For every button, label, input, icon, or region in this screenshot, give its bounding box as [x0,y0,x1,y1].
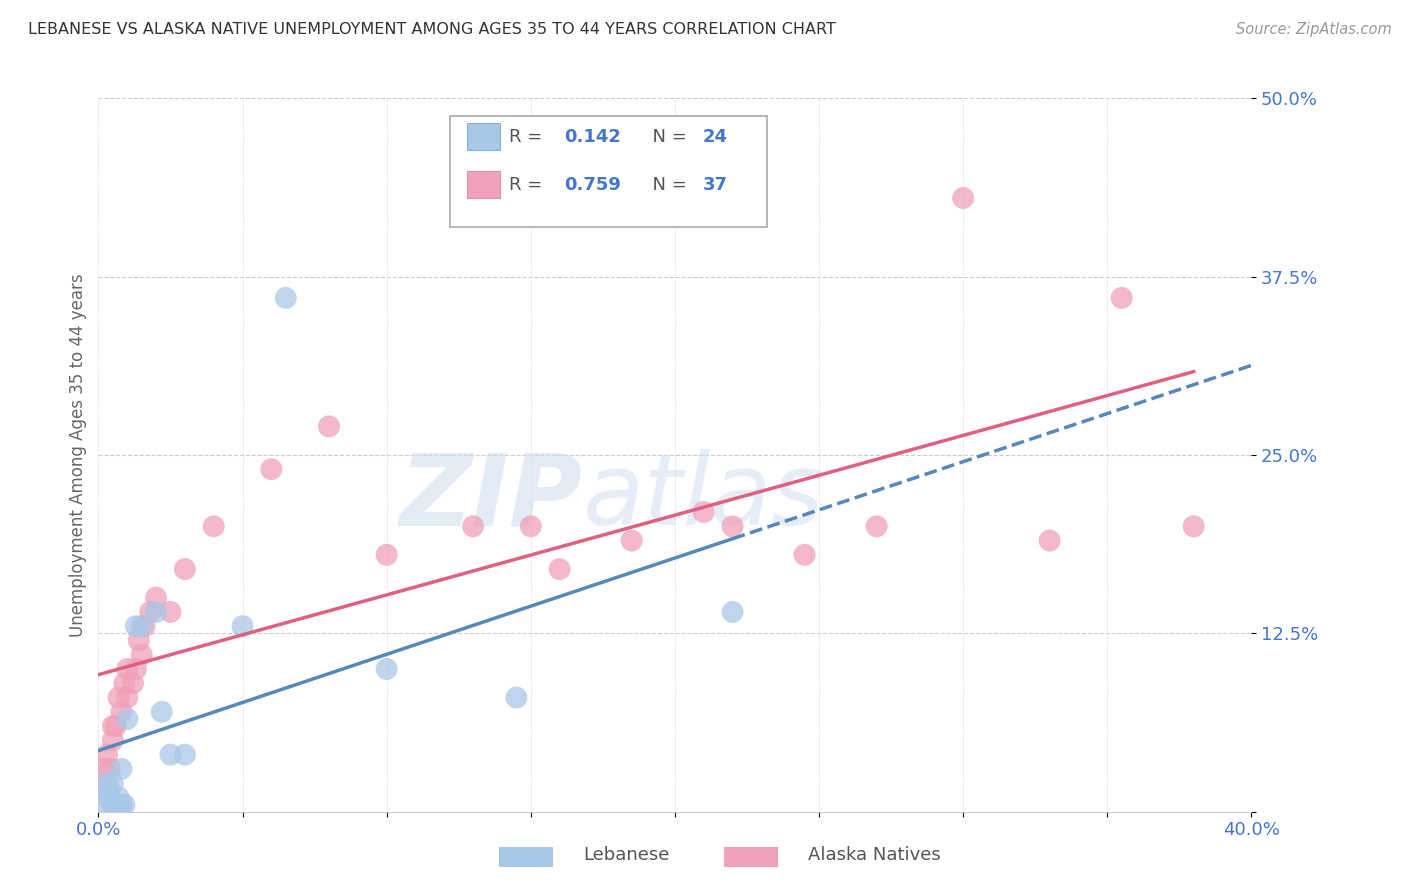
Point [117,690,138,705]
Point [139,605,162,619]
Text: 37: 37 [703,176,727,194]
Point [96,747,118,762]
Point [93,797,115,812]
Point [1038,533,1062,548]
Point [110,797,132,812]
FancyBboxPatch shape [467,171,499,198]
Point [461,519,484,533]
Point [721,605,744,619]
Point [134,619,156,633]
Point [231,619,254,633]
Point [107,790,129,805]
Y-axis label: Unemployment Among Ages 35 to 44 years: Unemployment Among Ages 35 to 44 years [69,273,87,637]
Text: LEBANESE VS ALASKA NATIVE UNEMPLOYMENT AMONG AGES 35 TO 44 YEARS CORRELATION CHA: LEBANESE VS ALASKA NATIVE UNEMPLOYMENT A… [28,22,837,37]
Point [101,733,124,747]
Point [145,605,167,619]
Point [1111,291,1133,305]
Text: N =: N = [641,128,693,145]
Point [93,762,115,776]
Text: N =: N = [641,176,693,194]
Point [866,519,889,533]
Point [110,762,132,776]
Text: ZIP: ZIP [399,450,582,546]
Text: atlas: atlas [582,450,824,546]
Text: Alaska Natives: Alaska Natives [808,846,941,863]
Point [159,747,181,762]
Point [96,790,118,805]
Point [128,633,150,648]
Point [131,619,153,633]
Point [952,191,974,205]
Point [101,797,124,812]
Point [90,776,112,790]
Point [505,690,527,705]
Point [174,747,197,762]
Point [107,797,129,812]
Point [318,419,340,434]
Point [104,719,127,733]
Point [150,705,173,719]
Point [101,776,124,790]
Point [101,719,124,733]
Point [375,548,398,562]
Point [131,648,153,662]
Point [174,562,197,576]
Point [122,676,145,690]
Text: R =: R = [509,176,548,194]
FancyBboxPatch shape [467,123,499,150]
Point [98,762,121,776]
Text: Source: ZipAtlas.com: Source: ZipAtlas.com [1236,22,1392,37]
Point [548,562,571,576]
Point [112,797,135,812]
Point [375,662,398,676]
Text: 24: 24 [703,128,727,145]
Point [520,519,543,533]
FancyBboxPatch shape [450,116,768,227]
Point [693,505,716,519]
Point [107,690,129,705]
Point [112,676,135,690]
Point [202,519,225,533]
Point [793,548,815,562]
Point [1182,519,1205,533]
Point [721,519,744,533]
Point [274,291,297,305]
Point [96,776,118,790]
Point [117,662,138,676]
Point [125,619,148,633]
Point [260,462,283,476]
Text: 0.142: 0.142 [564,128,621,145]
Point [145,591,167,605]
Text: 0.759: 0.759 [564,176,621,194]
Text: R =: R = [509,128,548,145]
Point [159,605,181,619]
Point [125,662,148,676]
Point [98,790,121,805]
Point [110,705,132,719]
Point [117,712,138,726]
Point [104,797,127,812]
Point [620,533,643,548]
Text: Lebanese: Lebanese [583,846,669,863]
